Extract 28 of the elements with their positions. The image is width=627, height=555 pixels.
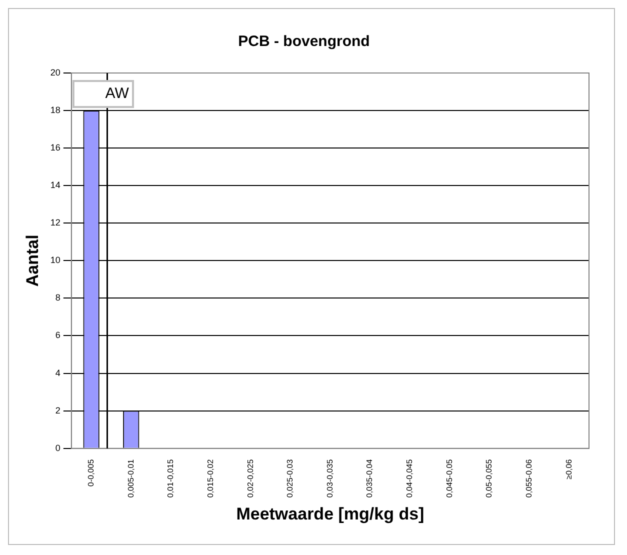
ref-line-label: AW bbox=[105, 85, 130, 102]
y-tick-label: 10 bbox=[50, 255, 60, 266]
x-tick-label: 0,025-0,03 bbox=[286, 458, 295, 498]
x-tick-label: 0,05-0,055 bbox=[484, 458, 494, 498]
y-axis-title: Aantal bbox=[22, 234, 42, 287]
x-tick-label: 0,03-0,035 bbox=[325, 458, 334, 498]
y-tick-label: 14 bbox=[50, 180, 60, 190]
y-tick-label: 18 bbox=[50, 105, 60, 116]
y-tick-label: 16 bbox=[50, 142, 60, 153]
y-tick-label: 20 bbox=[50, 67, 60, 78]
x-tick-label: 0,035-0,04 bbox=[365, 458, 374, 498]
x-tick-label: 0,005-0,01 bbox=[126, 458, 136, 498]
y-tick-label: 12 bbox=[50, 218, 60, 228]
y-tick-label: 2 bbox=[55, 405, 60, 416]
x-tick-label: 0,015-0,02 bbox=[206, 458, 215, 498]
x-tick-label: 0,04-0,045 bbox=[405, 458, 414, 498]
x-tick-label: 0-0,005 bbox=[86, 458, 96, 486]
y-tick-label: 8 bbox=[55, 292, 60, 303]
x-tick-label: 0,045-0,05 bbox=[444, 458, 454, 498]
y-tick-label: 6 bbox=[55, 330, 60, 340]
x-tick-label: 0,055-0,06 bbox=[524, 458, 534, 498]
y-tick-label: 4 bbox=[55, 368, 60, 378]
chart-title: PCB - bovengrond bbox=[238, 33, 370, 50]
y-tick-label: 0 bbox=[55, 442, 60, 453]
x-tick-label: 0,02-0,025 bbox=[246, 458, 255, 498]
x-tick-label: ≥0,06 bbox=[564, 458, 574, 480]
x-axis-title: Meetwaarde [mg/kg ds] bbox=[236, 504, 424, 524]
x-tick-label: 0,01-0,015 bbox=[166, 458, 176, 498]
